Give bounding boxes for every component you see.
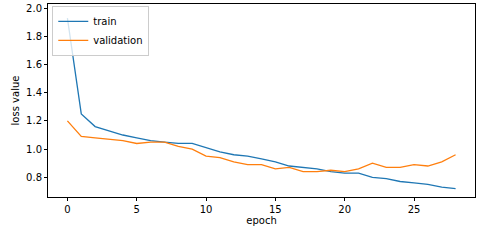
svg-text:train: train (93, 16, 116, 27)
svg-text:15: 15 (269, 204, 282, 215)
svg-text:loss value: loss value (10, 76, 21, 126)
svg-text:1.0: 1.0 (26, 144, 42, 155)
svg-text:1.6: 1.6 (26, 59, 42, 70)
svg-text:5: 5 (134, 204, 140, 215)
svg-text:epoch: epoch (246, 215, 276, 226)
svg-text:2.0: 2.0 (26, 3, 42, 14)
svg-text:25: 25 (408, 204, 421, 215)
svg-text:1.4: 1.4 (26, 87, 42, 98)
svg-text:validation: validation (93, 35, 142, 46)
svg-text:1.2: 1.2 (26, 115, 42, 126)
svg-text:1.8: 1.8 (26, 31, 42, 42)
svg-text:0.8: 0.8 (26, 172, 42, 183)
svg-text:10: 10 (200, 204, 213, 215)
svg-text:20: 20 (338, 204, 351, 215)
svg-text:0: 0 (64, 204, 70, 215)
